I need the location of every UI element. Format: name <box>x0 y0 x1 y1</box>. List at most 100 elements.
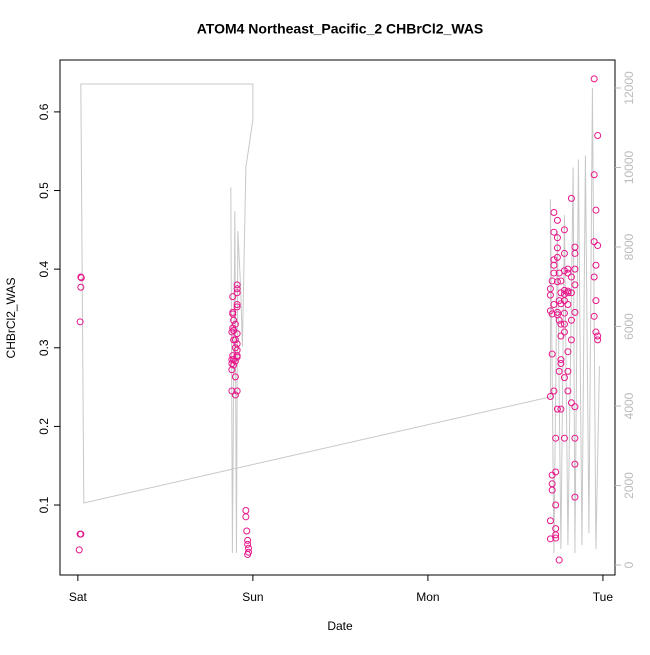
data-point <box>560 309 568 317</box>
data-point <box>571 460 579 468</box>
data-point <box>571 249 579 257</box>
data-point <box>564 348 572 356</box>
data-point <box>571 493 579 501</box>
data-point <box>550 261 558 269</box>
data-point <box>550 301 558 309</box>
data-point <box>243 527 251 535</box>
data-point <box>557 320 565 328</box>
data-point <box>233 285 241 293</box>
y2-tick-label: 0 <box>622 561 636 568</box>
data-point <box>233 387 241 395</box>
x-tick-label: Mon <box>416 590 439 604</box>
data-point <box>546 517 554 525</box>
data-point <box>233 330 241 338</box>
y2-tick-label: 4000 <box>622 392 636 419</box>
data-point <box>233 281 241 289</box>
data-point <box>77 274 85 282</box>
data-point <box>560 328 568 336</box>
data-point <box>233 289 241 297</box>
y-tick-label: 0.6 <box>37 103 51 120</box>
data-point <box>233 301 241 309</box>
data-point <box>548 350 556 358</box>
data-point <box>557 277 565 285</box>
y2-tick-label: 10000 <box>622 150 636 184</box>
data-point <box>590 273 598 281</box>
data-point <box>590 171 598 179</box>
data-point <box>590 312 598 320</box>
data-point <box>550 387 558 395</box>
data-point <box>571 243 579 251</box>
data-point <box>233 303 241 311</box>
data-point <box>555 556 563 564</box>
altitude-line <box>80 83 600 554</box>
y-tick-label: 0.5 <box>37 182 51 199</box>
data-point <box>567 194 575 202</box>
y2-tick-label: 12000 <box>622 71 636 105</box>
data-point <box>552 531 560 539</box>
x-tick-label: Tue <box>593 590 614 604</box>
data-point <box>592 297 600 305</box>
data-point <box>546 393 554 401</box>
data-point <box>555 367 563 375</box>
data-point <box>560 286 568 294</box>
data-point <box>548 277 556 285</box>
data-point <box>552 534 560 542</box>
data-point <box>594 242 602 250</box>
data-point <box>552 434 560 442</box>
data-point <box>560 434 568 442</box>
data-point <box>564 367 572 375</box>
data-point <box>230 361 238 369</box>
data-point <box>77 530 85 538</box>
data-point <box>590 75 598 83</box>
data-point <box>233 346 241 354</box>
data-point <box>228 387 236 395</box>
data-point <box>571 265 579 273</box>
data-point <box>546 291 554 299</box>
data-point <box>242 507 250 515</box>
y-tick-label: 0.3 <box>37 339 51 356</box>
data-point <box>553 405 561 413</box>
data-point <box>230 316 238 324</box>
data-point <box>555 316 563 324</box>
data-point <box>560 320 568 328</box>
data-point <box>592 206 600 214</box>
y2-tick-label: 6000 <box>622 313 636 340</box>
y-tick-label: 0.4 <box>37 260 51 277</box>
data-point <box>594 332 602 340</box>
y-tick-label: 0.1 <box>37 496 51 513</box>
data-point <box>244 551 252 559</box>
data-point <box>571 403 579 411</box>
y-axis-label: CHBrCl2_WAS <box>4 278 18 359</box>
data-point <box>550 209 558 217</box>
data-point <box>594 336 602 344</box>
data-point <box>557 332 565 340</box>
data-point <box>592 328 600 336</box>
data-point <box>557 356 565 364</box>
data-point <box>560 374 568 382</box>
x-tick-label: Sun <box>242 590 263 604</box>
data-point <box>244 536 252 544</box>
data-point <box>560 249 568 257</box>
data-point <box>553 308 561 316</box>
data-point <box>233 353 241 361</box>
y2-tick-label: 8000 <box>622 233 636 260</box>
data-point <box>231 336 239 344</box>
data-point <box>571 434 579 442</box>
data-point <box>242 513 250 521</box>
data-point <box>244 540 252 548</box>
data-point <box>75 546 83 554</box>
data-point <box>571 308 579 316</box>
data-point <box>564 301 572 309</box>
data-point <box>592 261 600 269</box>
x-axis-label: Date <box>327 619 353 633</box>
chart-title: ATOM4 Northeast_Pacific_2 CHBrCl2_WAS <box>197 21 484 37</box>
data-point <box>557 405 565 413</box>
data-point <box>77 283 85 291</box>
data-point <box>231 391 239 399</box>
data-point <box>564 265 572 273</box>
data-point <box>553 234 561 242</box>
data-point <box>548 486 556 494</box>
data-point <box>76 318 84 326</box>
plot-frame <box>59 59 616 576</box>
